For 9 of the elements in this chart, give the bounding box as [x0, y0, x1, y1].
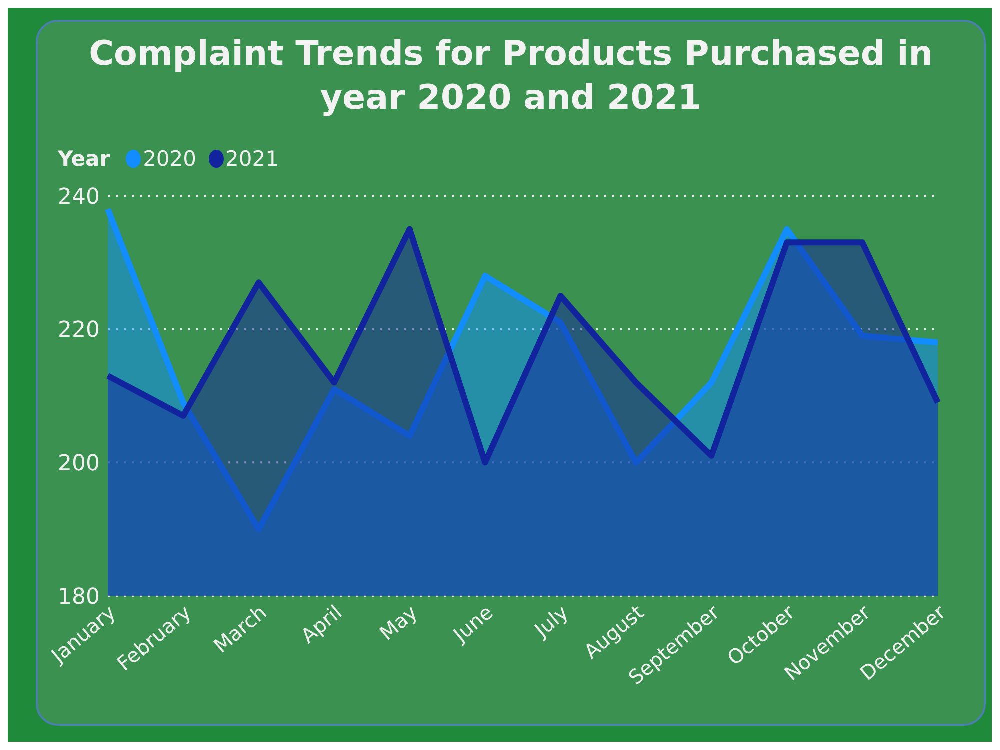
- y-tick-label: 180: [58, 584, 100, 610]
- legend-label: 2020: [142, 147, 197, 171]
- x-tick-label: May: [375, 600, 422, 646]
- y-tick-label: 200: [58, 451, 100, 476]
- y-tick-label: 220: [58, 318, 100, 344]
- legend-title: Year: [58, 147, 110, 171]
- y-tick-label: 240: [58, 184, 100, 210]
- chart-title: Complaint Trends for Products Purchased in year 2020 and 2021: [88, 33, 934, 120]
- legend-label: 2021: [224, 147, 279, 171]
